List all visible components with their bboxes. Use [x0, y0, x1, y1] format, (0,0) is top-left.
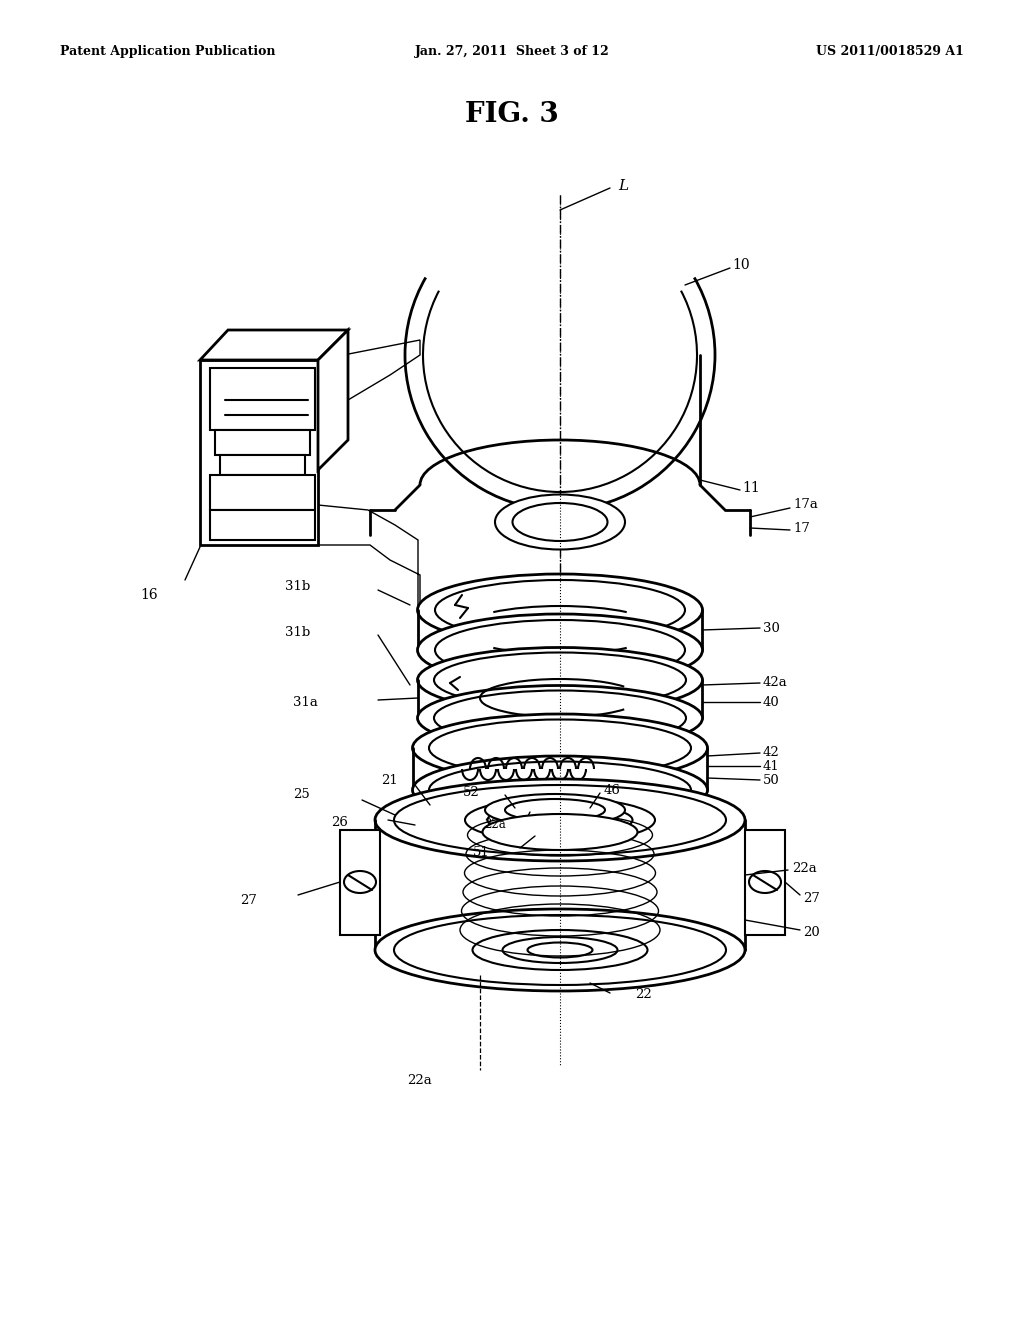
Text: 22a: 22a [484, 818, 506, 832]
Polygon shape [210, 510, 315, 540]
Text: 31a: 31a [293, 696, 318, 709]
Text: 50: 50 [763, 774, 779, 787]
Ellipse shape [418, 614, 702, 686]
Text: 21: 21 [381, 774, 398, 787]
Text: 20: 20 [803, 925, 820, 939]
Text: 40: 40 [763, 696, 779, 709]
Text: L: L [618, 180, 628, 193]
Text: 25: 25 [293, 788, 310, 801]
Polygon shape [745, 830, 785, 935]
Text: 51: 51 [473, 846, 490, 858]
Polygon shape [318, 430, 420, 610]
Ellipse shape [485, 795, 625, 826]
Ellipse shape [503, 937, 617, 964]
Ellipse shape [344, 871, 376, 894]
Text: 17: 17 [793, 521, 810, 535]
Text: US 2011/0018529 A1: US 2011/0018529 A1 [816, 45, 964, 58]
Polygon shape [340, 830, 380, 935]
Polygon shape [215, 430, 310, 455]
Ellipse shape [435, 579, 685, 640]
Text: 42a: 42a [763, 676, 787, 689]
Polygon shape [200, 330, 348, 360]
Text: FIG. 3: FIG. 3 [465, 102, 559, 128]
Text: 11: 11 [742, 480, 760, 495]
Ellipse shape [495, 495, 625, 549]
Ellipse shape [429, 762, 691, 818]
Text: Patent Application Publication: Patent Application Publication [60, 45, 275, 58]
Ellipse shape [512, 503, 607, 541]
Ellipse shape [749, 871, 781, 894]
Ellipse shape [413, 756, 708, 824]
Text: 27: 27 [803, 891, 820, 904]
Text: 22: 22 [635, 989, 651, 1002]
Ellipse shape [434, 652, 686, 708]
Text: 27: 27 [240, 894, 257, 907]
Polygon shape [318, 330, 348, 470]
Ellipse shape [465, 799, 655, 842]
Ellipse shape [394, 785, 726, 855]
Ellipse shape [434, 690, 686, 746]
Ellipse shape [375, 779, 745, 861]
Text: 30: 30 [763, 622, 780, 635]
Text: 52: 52 [463, 785, 480, 799]
Text: 31b: 31b [285, 626, 310, 639]
Ellipse shape [472, 931, 647, 970]
Ellipse shape [375, 909, 745, 991]
Polygon shape [210, 475, 315, 510]
Ellipse shape [487, 804, 633, 836]
Text: 22a: 22a [792, 862, 817, 874]
Polygon shape [210, 368, 315, 430]
Ellipse shape [418, 685, 702, 751]
Ellipse shape [418, 574, 702, 645]
Text: 42: 42 [763, 746, 779, 759]
Text: 22a: 22a [408, 1073, 432, 1086]
Polygon shape [200, 360, 318, 545]
Text: 10: 10 [732, 257, 750, 272]
Polygon shape [318, 341, 420, 430]
Ellipse shape [413, 714, 708, 781]
Ellipse shape [527, 942, 593, 957]
Text: 26: 26 [331, 816, 348, 829]
Text: 41: 41 [763, 759, 779, 772]
Ellipse shape [418, 648, 702, 713]
Ellipse shape [482, 814, 638, 850]
Text: 17a: 17a [793, 499, 818, 511]
Text: 31b: 31b [285, 581, 310, 594]
Ellipse shape [435, 620, 685, 680]
Text: 16: 16 [140, 587, 158, 602]
Ellipse shape [429, 719, 691, 776]
Ellipse shape [505, 799, 605, 821]
Polygon shape [220, 455, 305, 475]
Text: Jan. 27, 2011  Sheet 3 of 12: Jan. 27, 2011 Sheet 3 of 12 [415, 45, 609, 58]
Text: 46: 46 [604, 784, 621, 796]
Ellipse shape [394, 915, 726, 985]
